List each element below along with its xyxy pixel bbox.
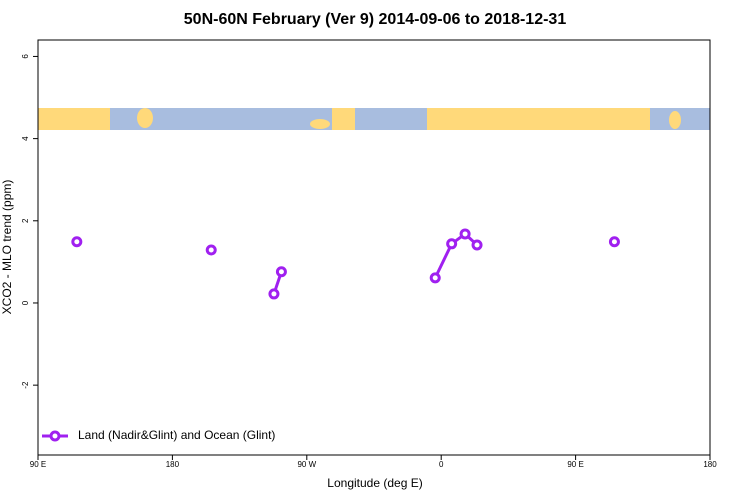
x-tick-label: 90 W (297, 460, 316, 469)
x-tick-label: 180 (703, 460, 717, 469)
map-strip (38, 108, 710, 130)
y-tick-label: 0 (21, 300, 30, 305)
data-point (471, 239, 483, 251)
x-tick-label: 180 (166, 460, 180, 469)
legend-label: Land (Nadir&Glint) and Ocean (Glint) (78, 428, 275, 442)
y-tick-label: 2 (21, 218, 30, 223)
series-line (274, 234, 614, 294)
plot-frame (37, 39, 711, 456)
data-point (275, 266, 287, 278)
y-tick-label: 6 (21, 54, 30, 59)
data-point (459, 228, 471, 240)
legend-marker (49, 430, 61, 442)
x-tick-label: 0 (439, 460, 444, 469)
x-tick-label: 90 E (567, 460, 583, 469)
y-tick-label: -2 (21, 381, 30, 389)
data-point (446, 238, 458, 250)
x-axis-label: Longitude (deg E) (327, 476, 422, 490)
data-point (608, 236, 620, 248)
data-point (205, 244, 217, 256)
y-tick-label: 4 (21, 136, 30, 141)
data-point (268, 288, 280, 300)
y-axis-label: XCO2 - MLO trend (ppm) (0, 180, 14, 315)
x-tick-label: 90 E (30, 460, 46, 469)
data-point (71, 236, 83, 248)
data-point (429, 272, 441, 284)
chart-title: 50N-60N February (Ver 9) 2014-09-06 to 2… (184, 11, 567, 28)
